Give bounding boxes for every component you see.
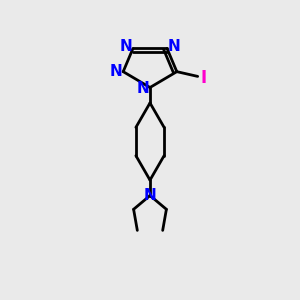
Text: N: N [137, 82, 150, 97]
Text: N: N [167, 39, 180, 54]
Text: N: N [120, 39, 133, 54]
Text: N: N [110, 64, 122, 79]
Text: N: N [144, 188, 156, 203]
Text: I: I [201, 69, 207, 87]
